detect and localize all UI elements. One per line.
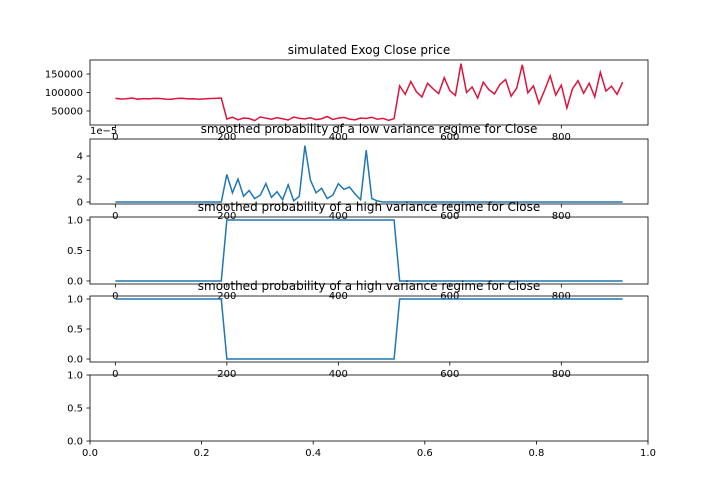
x-tick-label: 0: [112, 211, 118, 222]
axes-title: smoothed probability of a low variance r…: [201, 122, 538, 136]
axes-title: simulated Exog Close price: [288, 43, 451, 57]
y-tick-label: 0.5: [67, 404, 83, 415]
x-tick-label: 200: [217, 369, 236, 380]
y-tick-label: 1.0: [67, 371, 83, 382]
x-tick-label: 0.2: [194, 448, 210, 459]
y-tick-label: 0.0: [67, 355, 83, 366]
line-series: [115, 63, 624, 122]
x-tick-label: 0: [112, 291, 118, 302]
y-tick-label: 50000: [51, 106, 83, 117]
x-tick-label: 400: [329, 211, 348, 222]
x-tick-label: 0: [112, 132, 118, 143]
x-tick-label: 0.6: [417, 448, 433, 459]
y-tick-label: 1.0: [67, 295, 83, 306]
x-tick-label: 800: [552, 132, 571, 143]
y-tick-label: 4: [77, 152, 83, 163]
x-tick-label: 400: [329, 291, 348, 302]
x-tick-label: 400: [329, 369, 348, 380]
line-series: [115, 219, 623, 282]
x-tick-label: 600: [440, 291, 459, 302]
x-tick-label: 0: [112, 369, 118, 380]
x-tick-label: 800: [552, 211, 571, 222]
y-tick-label: 1.0: [67, 216, 83, 227]
line-series: [115, 298, 623, 360]
y-tick-label: 0.0: [67, 437, 83, 448]
x-tick-label: 0.4: [305, 448, 321, 459]
axes-title: smoothed probability of a high variance …: [198, 200, 541, 214]
line-series: [115, 145, 623, 203]
y-tick-label: 150000: [45, 70, 83, 81]
y-tick-label: 0: [77, 198, 83, 209]
x-tick-label: 600: [440, 211, 459, 222]
x-tick-label: 600: [440, 132, 459, 143]
axes-frame: [89, 138, 649, 205]
x-tick-label: 1.0: [640, 448, 656, 459]
y-tick-label: 0.5: [67, 325, 83, 336]
x-tick-label: 200: [217, 291, 236, 302]
y-tick-label: 0.5: [67, 246, 83, 257]
x-tick-label: 200: [217, 132, 236, 143]
x-tick-label: 0.0: [82, 448, 98, 459]
axes-title: smoothed probability of a high variance …: [198, 279, 541, 293]
x-tick-label: 400: [329, 132, 348, 143]
offset-label: 1e−5: [90, 126, 117, 137]
x-tick-label: 0.8: [528, 448, 544, 459]
x-tick-label: 200: [217, 211, 236, 222]
x-tick-label: 800: [552, 291, 571, 302]
y-tick-label: 2: [77, 175, 83, 186]
y-tick-label: 100000: [45, 88, 83, 99]
y-tick-label: 0.0: [67, 276, 83, 287]
x-tick-label: 600: [440, 369, 459, 380]
x-tick-label: 800: [552, 369, 571, 380]
